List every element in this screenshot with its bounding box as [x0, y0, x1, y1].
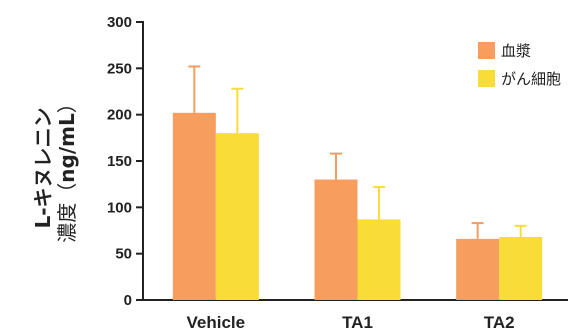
bar-group-vehicle: Vehicle	[172, 65, 259, 332]
x-tick-label: Vehicle	[187, 313, 246, 332]
y-tick-label: 300	[107, 14, 132, 31]
bar	[456, 238, 500, 300]
y-tick-label: 100	[107, 199, 132, 216]
y-axis-label: L-キヌレニン 濃度（ng/mL）	[31, 93, 79, 242]
bars: Vehicle TA1 TA2	[172, 65, 543, 332]
y-tick-label: 0	[124, 292, 132, 309]
y-tick-label: 50	[115, 246, 132, 263]
y-tick-label: 150	[107, 153, 132, 170]
y-tick-label: 250	[107, 60, 132, 77]
bar-group-ta1: TA1	[314, 152, 401, 332]
bar	[215, 133, 259, 300]
y-axis-label-unit: ng/mL	[55, 113, 79, 183]
bar-group-ta2: TA2	[456, 222, 543, 332]
y-axis-label-line1-text: L-キヌレニン	[31, 107, 55, 228]
legend-label: がん細胞	[501, 70, 561, 88]
legend-swatch	[478, 42, 495, 59]
y-axis-label-suffix: ）	[55, 93, 79, 113]
y-tick-label: 200	[107, 107, 132, 124]
legend-swatch	[478, 70, 495, 87]
bar	[172, 112, 216, 301]
legend-item: がん細胞	[478, 70, 561, 88]
bar	[499, 236, 543, 300]
y-axis-label-prefix: 濃度（	[55, 183, 79, 243]
legend-item: 血漿	[478, 42, 531, 60]
legend-label: 血漿	[501, 42, 531, 60]
x-tick-label: TA2	[484, 313, 515, 332]
x-tick-label: TA1	[342, 313, 373, 332]
bar	[357, 219, 401, 300]
y-axis-label-line2: 濃度（ng/mL）	[55, 93, 79, 242]
y-axis-label-line1: L-キヌレニン	[31, 107, 55, 228]
bar	[314, 179, 358, 300]
